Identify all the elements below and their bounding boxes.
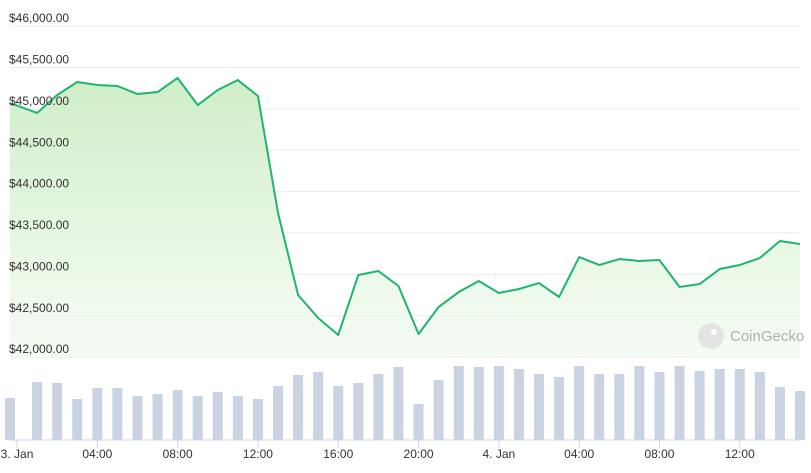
volume-bar <box>393 367 404 440</box>
x-tick-label: 12:00 <box>725 447 755 461</box>
volume-bar <box>754 372 765 440</box>
volume-bar <box>774 387 785 440</box>
volume-bar <box>574 366 585 440</box>
volume-bar <box>795 391 805 440</box>
watermark-logo <box>698 323 724 349</box>
y-tick-label: $42,000.00 <box>9 342 69 356</box>
y-tick-label: $43,000.00 <box>9 259 69 273</box>
volume-bar <box>252 399 263 440</box>
volume-bar <box>313 372 324 440</box>
volume-bar <box>293 375 304 440</box>
x-tick-label: 3. Jan <box>1 447 34 461</box>
y-tick-label: $44,000.00 <box>9 177 69 191</box>
plot <box>5 25 805 448</box>
price-line <box>9 76 801 336</box>
y-tick-label: $44,500.00 <box>9 135 69 149</box>
volume-bar <box>433 380 444 440</box>
volume-bar <box>192 396 203 440</box>
volume-bar <box>413 404 424 440</box>
volume-bar <box>513 369 524 440</box>
volume-bar <box>5 398 15 440</box>
volume-bar <box>714 369 725 440</box>
x-tick-label: 16:00 <box>323 447 353 461</box>
watermark-text: CoinGecko <box>730 328 804 345</box>
volume-bar <box>212 392 223 440</box>
volume-bar <box>654 372 665 440</box>
volume-bar <box>132 396 143 440</box>
volume-bar <box>92 388 103 440</box>
x-tick-label: 08:00 <box>163 447 193 461</box>
x-tick-label: 08:00 <box>644 447 674 461</box>
volume-bar <box>694 371 705 440</box>
x-tick-label: 20:00 <box>404 447 434 461</box>
volume-bar <box>152 394 163 440</box>
y-tick-label: $45,000.00 <box>9 94 69 108</box>
volume-bar <box>473 367 484 440</box>
x-tick-label: 12:00 <box>243 447 273 461</box>
volume-bar <box>634 366 645 440</box>
x-tick-label: 04:00 <box>82 447 112 461</box>
volume-bar <box>52 383 63 440</box>
volume-bar <box>674 366 685 440</box>
volume-bar <box>32 382 43 440</box>
volume-bar <box>112 388 123 440</box>
volume-bar <box>232 396 243 440</box>
volume-bar <box>373 374 384 440</box>
volume-bar <box>493 366 504 440</box>
y-tick-label: $43,500.00 <box>9 218 69 232</box>
y-tick-label: $42,500.00 <box>9 301 69 315</box>
volume-bar <box>72 399 83 440</box>
volume-bar <box>453 366 464 440</box>
volume-bar <box>333 386 344 440</box>
volume-bar <box>614 374 625 440</box>
x-tick-label: 4. Jan <box>483 447 516 461</box>
watermark-logo-eye <box>711 329 717 335</box>
volume-bar <box>172 390 183 440</box>
watermark: CoinGecko <box>698 323 804 349</box>
volume-bar <box>734 369 745 440</box>
y-tick-label: $46,000.00 <box>9 11 69 25</box>
volume-bar <box>534 374 545 440</box>
volume-bar <box>594 374 605 440</box>
x-tick-label: 04:00 <box>564 447 594 461</box>
volume-bar <box>554 377 565 440</box>
y-tick-label: $45,500.00 <box>9 53 69 67</box>
volume-bar <box>273 386 284 440</box>
area-fill <box>10 77 800 357</box>
volume-bar <box>353 383 364 440</box>
